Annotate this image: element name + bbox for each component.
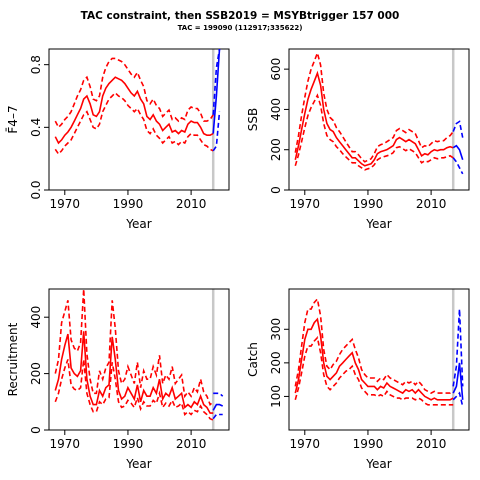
x-tick-label: 1970 [50,197,81,211]
panel-recruitment: 1970 1990 2010 0 200 400 Year Recruitment [6,288,230,471]
y-tick-label: 600 [269,58,283,81]
panel-ssb: 1970 1990 2010 0 200 400 600 Year SSB [246,48,470,231]
figure-subtitle: TAC = 199090 (112917;335622) [177,24,303,32]
x-tick-label: 2010 [176,437,207,451]
x-axis-label: Year [125,457,151,471]
history-upper-ci-line [54,288,214,406]
x-tick-label: 1990 [353,197,384,211]
x-axis-label: Year [365,217,391,231]
y-tick-label: 200 [269,351,283,374]
history-estimate-line [54,76,214,145]
history-lower-ci-line [54,91,214,156]
history-estimate-line [54,331,214,414]
plot-frame [48,48,230,191]
x-tick-label: 1970 [290,197,321,211]
y-tick-label: 200 [29,362,43,385]
history-lower-ci-line [294,93,454,171]
x-tick-label: 1990 [113,197,144,211]
y-tick-label: 0.0 [29,180,43,199]
forecast-estimate-line [212,403,224,411]
y-axis-label: Catch [246,342,260,377]
y-tick-label: 300 [269,318,283,341]
history-upper-ci-line [294,50,454,163]
x-tick-label: 1970 [290,437,321,451]
forecast-lower-ci-line [452,157,464,175]
forecast-lower-ci-line [452,391,464,407]
x-axis-label: Year [365,457,391,471]
x-tick-label: 2010 [416,437,447,451]
y-tick-label: 100 [269,385,283,408]
x-tick-label: 2010 [416,197,447,211]
y-axis-label: F̄4–7 [6,105,20,133]
x-tick-label: 1970 [50,437,81,451]
x-tick-label: 1990 [353,437,384,451]
panel-fbar: 1970 1990 2010 0.0 0.4 0.8 Year F̄4–7 [6,48,230,231]
history-upper-ci-line [294,297,454,395]
history-lower-ci-line [54,359,214,421]
forecast-upper-ci-line [213,392,224,397]
forecast-lower-ci-line [212,111,221,152]
plot-frame [288,288,470,431]
figure-title: TAC constraint, then SSB2019 = MSYBtrigg… [80,10,400,22]
plot-frame [288,48,470,191]
x-tick-label: 1990 [113,437,144,451]
y-axis-label: SSB [246,108,260,131]
y-tick-label: 400 [29,306,43,329]
forecast-upper-ci-line [452,309,464,387]
history-estimate-line [294,317,454,401]
forecast-upper-ci-line [452,120,464,138]
y-tick-label: 0 [29,426,43,434]
x-axis-label: Year [125,217,151,231]
y-tick-label: 0 [269,186,283,194]
x-tick-label: 2010 [176,197,207,211]
y-tick-label: 200 [269,138,283,161]
history-upper-ci-line [54,57,214,129]
history-estimate-line [294,70,454,167]
y-tick-label: 400 [269,98,283,121]
forecast-lower-ci-line [212,413,223,420]
forecast-estimate-line [212,48,221,134]
y-axis-label: Recruitment [6,322,20,396]
y-tick-label: 0.4 [29,118,43,137]
forecast-estimate-line [452,144,464,161]
forecast-estimate-line [452,362,464,400]
history-lower-ci-line [294,336,454,406]
panel-catch: 1970 1990 2010 100 200 300 Year Catch [246,288,470,471]
y-tick-label: 0.8 [29,55,43,74]
plot-frame [48,288,230,431]
